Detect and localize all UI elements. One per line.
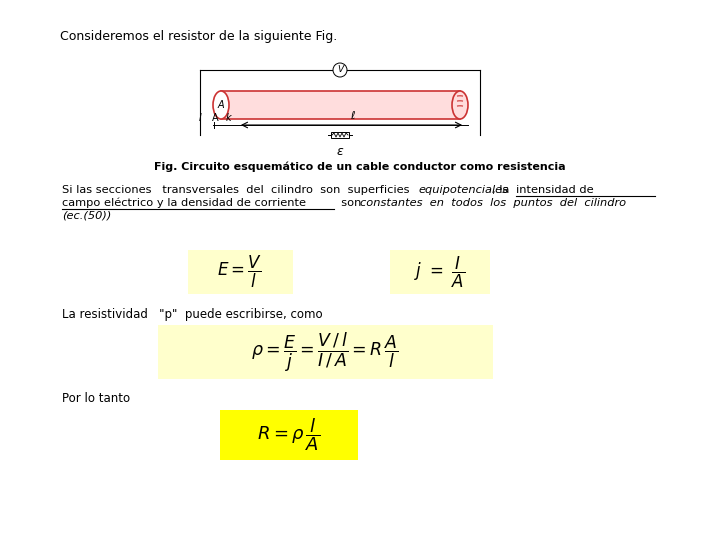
Text: $\rho=\dfrac{E}{j}=\dfrac{V\,/\,l}{I\,/\,A}=R\,\dfrac{A}{l}$: $\rho=\dfrac{E}{j}=\dfrac{V\,/\,l}{I\,/\…: [251, 330, 399, 374]
Circle shape: [333, 63, 347, 77]
Text: $j\ =\ \dfrac{I}{A}$: $j\ =\ \dfrac{I}{A}$: [415, 254, 466, 289]
Text: Fig. Circuito esquemático de un cable conductor como resistencia: Fig. Circuito esquemático de un cable co…: [154, 162, 566, 172]
Text: Por lo tanto: Por lo tanto: [62, 392, 130, 405]
Text: $R=\rho\,\dfrac{l}{A}$: $R=\rho\,\dfrac{l}{A}$: [257, 417, 320, 453]
Text: k: k: [225, 113, 231, 123]
Text: equipotenciales: equipotenciales: [418, 185, 508, 195]
Bar: [221, 91, 460, 119]
Text: Si las secciones   transversales  del  cilindro  son  superficies: Si las secciones transversales del cilin…: [62, 185, 413, 195]
Text: (ec.(50)): (ec.(50)): [62, 211, 112, 221]
Text: I: I: [199, 113, 202, 123]
Text: son: son: [334, 198, 365, 208]
Text: ε: ε: [337, 145, 343, 158]
Text: La resistividad   "p"  puede escribirse, como: La resistividad "p" puede escribirse, co…: [62, 308, 323, 321]
Text: campo eléctrico y la densidad de corriente: campo eléctrico y la densidad de corrien…: [62, 198, 306, 208]
Ellipse shape: [452, 91, 468, 119]
Bar: [331, 132, 349, 138]
Text: constantes  en  todos  los  puntos  del  cilindro: constantes en todos los puntos del cilin…: [360, 198, 626, 208]
Text: A: A: [212, 113, 218, 123]
Text: Consideremos el resistor de la siguiente Fig.: Consideremos el resistor de la siguiente…: [60, 30, 337, 43]
Text: V: V: [337, 65, 343, 75]
Text: ℓ: ℓ: [350, 111, 354, 121]
Bar: [158, 325, 493, 379]
Bar: [188, 250, 293, 294]
Ellipse shape: [213, 91, 229, 119]
Text: A: A: [217, 100, 225, 110]
Text: $E=\dfrac{V}{l}$: $E=\dfrac{V}{l}$: [217, 254, 263, 290]
Text: intensidad de: intensidad de: [516, 185, 593, 195]
Bar: [220, 410, 358, 460]
Text: , la: , la: [492, 185, 513, 195]
Bar: [390, 250, 490, 294]
